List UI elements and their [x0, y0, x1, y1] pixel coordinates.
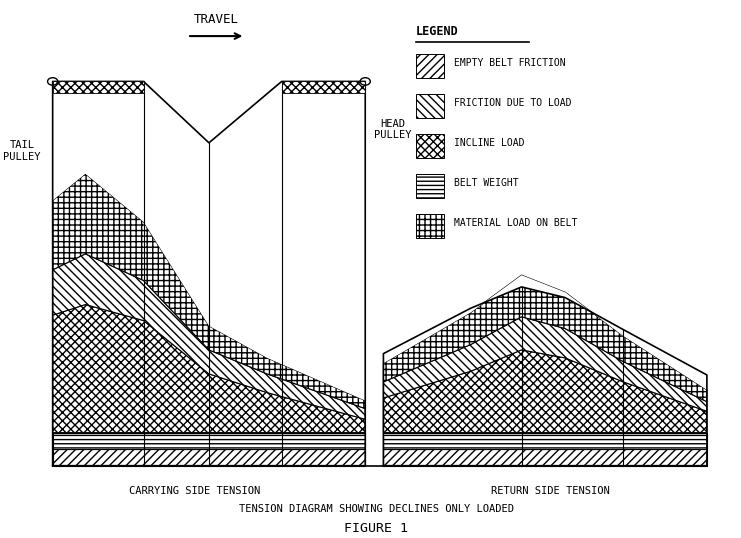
Bar: [416, 94, 444, 118]
Text: FRICTION DUE TO LOAD: FRICTION DUE TO LOAD: [454, 98, 571, 108]
Polygon shape: [53, 254, 365, 419]
Text: BELT WEIGHT: BELT WEIGHT: [454, 178, 519, 188]
Polygon shape: [383, 275, 707, 402]
Polygon shape: [282, 81, 365, 93]
Bar: [416, 174, 444, 198]
Polygon shape: [383, 449, 707, 466]
Polygon shape: [53, 433, 365, 449]
Text: LEGEND: LEGEND: [416, 25, 459, 38]
Text: INCLINE LOAD: INCLINE LOAD: [454, 138, 525, 148]
Text: TENSION DIAGRAM SHOWING DECLINES ONLY LOADED: TENSION DIAGRAM SHOWING DECLINES ONLY LO…: [239, 505, 514, 514]
Bar: [416, 214, 444, 238]
Polygon shape: [53, 449, 365, 466]
Polygon shape: [383, 317, 707, 411]
Bar: [416, 54, 444, 77]
Text: EMPTY BELT FRICTION: EMPTY BELT FRICTION: [454, 58, 565, 68]
Text: TAIL
PULLEY: TAIL PULLEY: [4, 140, 41, 161]
Text: CARRYING SIDE TENSION: CARRYING SIDE TENSION: [129, 486, 260, 497]
Polygon shape: [53, 81, 144, 93]
Polygon shape: [53, 174, 365, 408]
Text: FIGURE 1: FIGURE 1: [344, 522, 408, 535]
Text: HEAD
PULLEY: HEAD PULLEY: [374, 119, 411, 140]
Polygon shape: [383, 350, 707, 433]
Polygon shape: [383, 433, 707, 449]
Text: MATERIAL LOAD ON BELT: MATERIAL LOAD ON BELT: [454, 218, 577, 228]
Text: RETURN SIDE TENSION: RETURN SIDE TENSION: [491, 486, 610, 497]
Polygon shape: [53, 81, 365, 401]
Text: TRAVEL: TRAVEL: [193, 13, 239, 26]
Polygon shape: [383, 275, 707, 390]
Polygon shape: [53, 305, 365, 433]
Bar: [416, 134, 444, 158]
